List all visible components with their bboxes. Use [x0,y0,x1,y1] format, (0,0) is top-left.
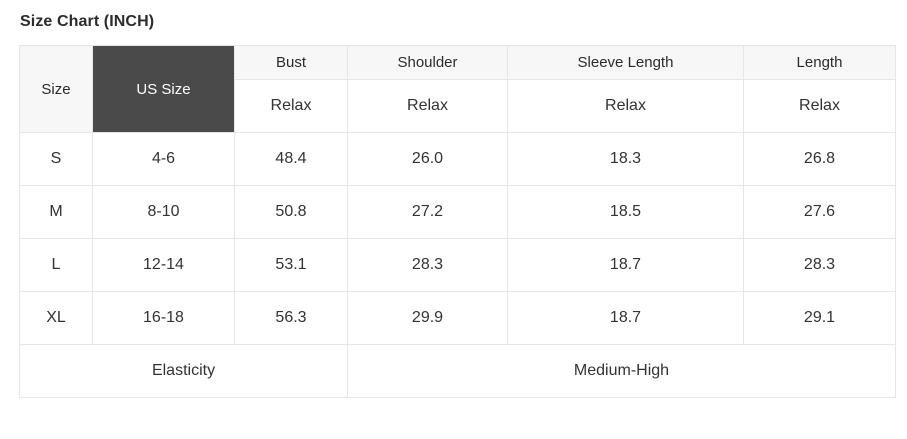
cell-sleeve-length: 18.7 [507,238,744,292]
column-header-sleeve-length: Sleeve Length [507,45,744,80]
column-header-us-size[interactable]: US Size [92,45,235,133]
cell-us-size: 16-18 [92,291,235,345]
cell-bust: 53.1 [234,238,348,292]
elasticity-label: Elasticity [19,344,348,398]
header-row-secondary: Relax Relax Relax Relax [20,79,896,133]
elasticity-value: Medium-High [347,344,896,398]
cell-bust: 48.4 [234,132,348,186]
cell-length: 27.6 [743,185,896,239]
column-header-length: Length [743,45,896,80]
cell-size: S [19,132,93,186]
cell-sleeve-length: 18.7 [507,291,744,345]
table-header: Size US Size Bust Shoulder Sleeve Length… [19,45,896,133]
table-footer: Elasticity Medium-High [19,344,896,398]
cell-size: XL [19,291,93,345]
cell-shoulder: 27.2 [347,185,508,239]
cell-length: 26.8 [743,132,896,186]
subheader-shoulder-relax: Relax [347,79,508,133]
elasticity-row: Elasticity Medium-High [19,344,896,398]
subheader-length-relax: Relax [743,79,896,133]
cell-sleeve-length: 18.5 [507,185,744,239]
column-header-shoulder: Shoulder [347,45,508,80]
cell-sleeve-length: 18.3 [507,132,744,186]
cell-us-size: 8-10 [92,185,235,239]
table-row: M 8-10 50.8 27.2 18.5 27.6 [19,185,896,239]
size-chart-table: Size US Size Bust Shoulder Sleeve Length… [19,45,896,398]
cell-size: L [19,238,93,292]
column-header-size: Size [19,45,93,133]
cell-bust: 56.3 [234,291,348,345]
header-row-primary: Size US Size Bust Shoulder Sleeve Length… [19,45,896,133]
size-chart-table-wrap: Size US Size Bust Shoulder Sleeve Length… [19,45,896,398]
cell-length: 29.1 [743,291,896,345]
table-body: S 4-6 48.4 26.0 18.3 26.8 M 8-10 50.8 27… [19,132,896,345]
subheader-bust-relax: Relax [234,79,348,133]
cell-us-size: 4-6 [92,132,235,186]
table-row: S 4-6 48.4 26.0 18.3 26.8 [19,132,896,186]
cell-size: M [19,185,93,239]
table-row: XL 16-18 56.3 29.9 18.7 29.1 [19,291,896,345]
cell-bust: 50.8 [234,185,348,239]
cell-length: 28.3 [743,238,896,292]
cell-shoulder: 26.0 [347,132,508,186]
cell-us-size: 12-14 [92,238,235,292]
cell-shoulder: 29.9 [347,291,508,345]
cell-shoulder: 28.3 [347,238,508,292]
subheader-sleeve-length-relax: Relax [507,79,744,133]
page-title: Size Chart (INCH) [20,13,155,30]
column-header-bust: Bust [234,45,348,80]
table-row: L 12-14 53.1 28.3 18.7 28.3 [19,238,896,292]
